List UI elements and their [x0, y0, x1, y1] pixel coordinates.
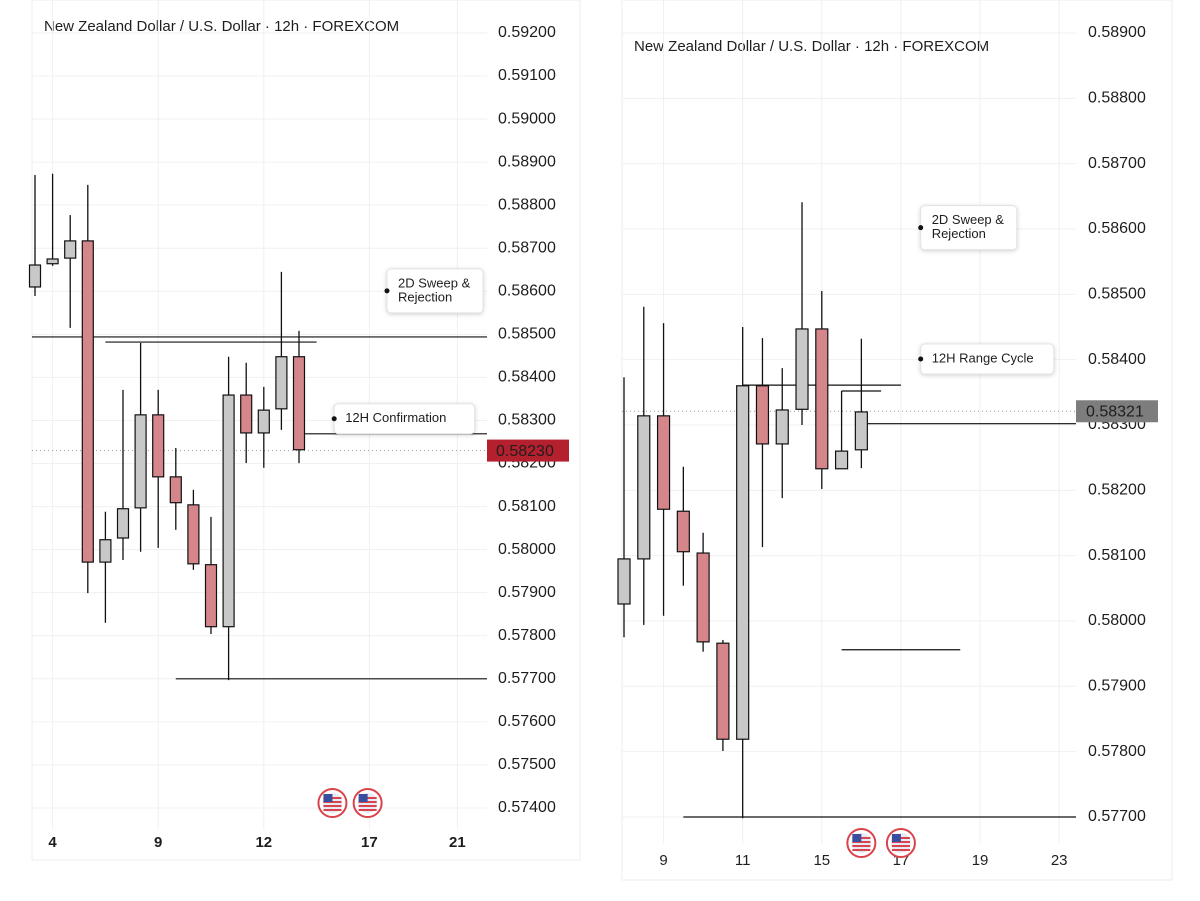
x-tick-label: 9: [659, 852, 667, 869]
candle-body: [795, 328, 809, 410]
panel-left: [31, 0, 581, 861]
x-tick-label: 23: [1051, 852, 1068, 869]
candle-body: [99, 539, 112, 563]
y-tick-label: 0.57600: [498, 713, 556, 730]
flag-canton: [891, 834, 901, 842]
annotation-text: 2D Sweep &: [398, 275, 471, 290]
candle-body: [275, 356, 288, 410]
y-tick-label: 0.58500: [1088, 286, 1146, 303]
y-tick-label: 0.58100: [1088, 547, 1146, 564]
panel-right: [621, 0, 1173, 881]
annotation-text: 12H Confirmation: [345, 410, 446, 425]
event-flag: [846, 828, 877, 858]
candle-body: [656, 415, 671, 510]
event-flag: [317, 788, 348, 818]
candle-body: [187, 504, 200, 565]
candle-body: [152, 414, 165, 478]
y-tick-label: 0.58800: [1088, 90, 1146, 107]
candle-body: [676, 510, 690, 553]
y-tick-label: 0.58200: [1088, 482, 1146, 499]
y-tick-label: 0.58900: [1088, 24, 1146, 41]
candle-body: [64, 240, 77, 259]
y-tick-label: 0.59000: [498, 110, 556, 127]
chart-title: New Zealand Dollar / U.S. Dollar · 12h ·…: [44, 18, 399, 35]
y-tick-label: 0.58000: [498, 541, 556, 558]
y-tick-label: 0.58800: [498, 196, 556, 213]
y-tick-label: 0.58700: [1088, 155, 1146, 172]
y-tick-label: 0.58600: [498, 282, 556, 299]
candle-body: [637, 415, 651, 560]
y-tick-label: 0.57800: [1088, 743, 1146, 760]
last-price-label: 0.58230: [496, 443, 554, 460]
last-price-label: 0.58321: [1086, 403, 1144, 420]
candle-body: [834, 450, 849, 470]
flag-canton: [323, 794, 333, 802]
candle-body: [755, 385, 770, 445]
candle-body: [222, 394, 235, 628]
x-tick-label: 17: [361, 834, 378, 851]
x-tick-label: 15: [813, 852, 830, 869]
y-tick-label: 0.57700: [1088, 808, 1146, 825]
annotation-text: 12H Range Cycle: [932, 350, 1034, 365]
annotation-anchor: [331, 416, 337, 422]
candle-body: [46, 258, 59, 265]
x-tick-label: 21: [449, 834, 466, 851]
candle-body: [134, 414, 147, 509]
y-tick-label: 0.57700: [498, 670, 556, 687]
flag-canton: [852, 834, 862, 842]
annotation-text: 2D Sweep &: [932, 212, 1005, 227]
y-tick-label: 0.58400: [498, 369, 556, 386]
x-tick-label: 12: [255, 834, 272, 851]
last-price-box: [487, 439, 569, 462]
candle-body: [854, 411, 868, 451]
y-tick-label: 0.57500: [498, 756, 556, 773]
candle-body: [257, 409, 270, 434]
y-tick-label: 0.59100: [498, 67, 556, 84]
x-tick-label: 11: [735, 852, 751, 869]
event-flag: [885, 828, 916, 858]
candle-body: [292, 356, 306, 451]
annotation-anchor: [918, 225, 924, 231]
annotation-text: Rejection: [398, 289, 452, 304]
candle-body: [775, 409, 789, 445]
candle-body: [736, 385, 750, 740]
y-tick-label: 0.58500: [498, 326, 556, 343]
x-tick-label: 19: [972, 852, 989, 869]
candle-body: [204, 564, 218, 628]
y-tick-label: 0.57800: [498, 627, 556, 644]
candle-body: [169, 476, 182, 504]
y-tick-label: 0.58600: [1088, 220, 1146, 237]
y-tick-label: 0.57900: [498, 584, 556, 601]
flag-canton: [358, 794, 368, 802]
y-tick-label: 0.58000: [1088, 612, 1146, 629]
y-tick-label: 0.59200: [498, 24, 556, 41]
chart-title: New Zealand Dollar / U.S. Dollar · 12h ·…: [634, 38, 989, 55]
y-tick-label: 0.58400: [1088, 351, 1146, 368]
event-flag: [352, 788, 383, 818]
annotation-anchor: [384, 288, 390, 294]
candle-body: [116, 508, 130, 539]
candle-body: [617, 558, 631, 605]
annotation-text: Rejection: [932, 226, 986, 241]
y-tick-label: 0.58700: [498, 239, 556, 256]
annotation-anchor: [918, 356, 924, 362]
candle-body: [716, 642, 730, 740]
last-price-box: [1076, 400, 1158, 423]
y-tick-label: 0.57400: [498, 799, 556, 816]
candle-body: [81, 240, 94, 563]
candle-body: [28, 264, 42, 288]
x-tick-label: 4: [48, 834, 57, 851]
candle-body: [815, 328, 829, 470]
x-tick-label: 9: [154, 834, 162, 851]
y-tick-label: 0.57900: [1088, 678, 1146, 695]
y-tick-label: 0.58100: [498, 498, 556, 515]
candle-body: [696, 552, 710, 643]
y-tick-label: 0.58300: [498, 412, 556, 429]
candle-body: [240, 394, 253, 434]
y-tick-label: 0.58900: [498, 153, 556, 170]
